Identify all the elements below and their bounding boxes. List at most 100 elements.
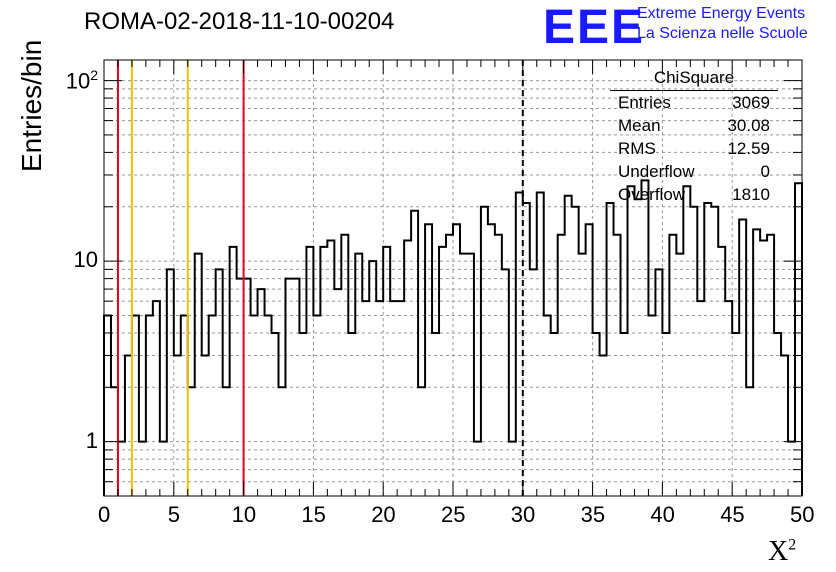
histogram-bin — [621, 333, 628, 496]
chart-title: ROMA-02-2018-11-10-00204 — [84, 8, 395, 35]
x-axis-label: X2 — [768, 536, 797, 567]
histogram-bin — [732, 333, 739, 496]
stats-name: ChiSquare — [610, 68, 778, 91]
histogram-bin — [502, 269, 509, 496]
histogram-bin — [767, 235, 774, 496]
y-tick-label: 1 — [85, 427, 98, 453]
histogram-bin — [628, 186, 635, 496]
histogram-bin — [341, 235, 348, 496]
histogram-bin — [104, 315, 111, 496]
histogram-bin — [774, 333, 781, 496]
histogram-bin — [495, 235, 502, 496]
logo-text: Extreme Energy Events La Scienza nelle S… — [637, 4, 808, 44]
x-tick-label: 15 — [301, 502, 326, 527]
histogram-bin — [509, 442, 516, 496]
histogram-bin — [474, 442, 481, 496]
histogram-bin — [655, 269, 662, 496]
stats-label: RMS — [618, 139, 656, 158]
stats-value: 30.08 — [727, 116, 770, 135]
histogram-bin — [481, 207, 488, 496]
histogram-bin — [313, 315, 320, 496]
histogram-bin — [174, 356, 181, 496]
histogram-bin — [690, 207, 697, 496]
histogram-bin — [467, 254, 474, 496]
x-tick-label: 25 — [441, 502, 466, 527]
histogram-bin — [292, 279, 299, 496]
histogram-bin — [593, 333, 600, 496]
histogram-bin — [411, 211, 418, 496]
histogram-bin — [753, 229, 760, 496]
eee-logo: EEE — [543, 1, 646, 54]
x-tick-label: 20 — [371, 502, 396, 527]
stats-label: Overflow — [618, 185, 686, 204]
histogram-bin — [530, 269, 537, 496]
histogram-bin — [669, 235, 676, 496]
histogram-bin — [188, 387, 195, 496]
histogram-bin — [558, 235, 565, 496]
histogram-bin — [334, 289, 341, 496]
x-tick-label: 40 — [650, 502, 675, 527]
stats-label: Mean — [618, 116, 661, 135]
histogram-bin — [181, 315, 188, 496]
histogram-bin — [202, 356, 209, 496]
y-tick-label: 102 — [65, 66, 98, 93]
x-tick-label: 35 — [580, 502, 606, 527]
histogram-bin — [390, 301, 397, 496]
stats-value: 3069 — [732, 93, 770, 112]
histogram-bin — [237, 279, 244, 496]
histogram-bin — [167, 269, 174, 496]
x-tick-label: 10 — [231, 502, 257, 527]
histogram-bin — [760, 241, 767, 496]
histogram-bin — [272, 333, 279, 496]
histogram-bin — [614, 235, 621, 496]
histogram-bin — [279, 387, 286, 496]
x-tick-label: 50 — [790, 502, 815, 527]
histogram-bin — [739, 220, 746, 496]
histogram-bin — [404, 241, 411, 496]
histogram-bin — [125, 356, 132, 496]
histogram-bin — [641, 180, 648, 496]
histogram-bin — [600, 356, 607, 496]
histogram-series — [103, 179, 803, 496]
y-tick-label: 10 — [73, 247, 98, 273]
histogram-bin — [209, 315, 216, 496]
histogram-bin — [285, 279, 292, 496]
histogram-bin — [439, 247, 446, 496]
histogram-bin — [146, 315, 153, 496]
histogram-bin — [551, 333, 558, 496]
stats-row: Overflow 1810 — [610, 185, 778, 208]
histogram-bin — [432, 333, 439, 496]
histogram-bin — [634, 199, 641, 496]
histogram-bin — [460, 254, 467, 496]
histogram-bin — [453, 224, 460, 496]
histogram-bin — [306, 247, 313, 496]
histogram-bin — [376, 301, 383, 496]
histogram-bin — [139, 442, 146, 496]
histogram-bin — [781, 356, 788, 496]
x-tick-label: 0 — [98, 502, 111, 527]
histogram-bin — [383, 247, 390, 496]
histogram-bin — [746, 387, 753, 496]
histogram-bin — [579, 254, 586, 496]
histogram-bin — [683, 186, 690, 496]
histogram-bin — [544, 315, 551, 496]
histogram-bin — [697, 301, 704, 496]
stats-label: Entries — [618, 93, 671, 112]
histogram-bin — [230, 247, 237, 496]
x-tick-label: 30 — [510, 502, 536, 527]
histogram-bin — [244, 279, 251, 496]
histogram-bin — [397, 301, 404, 496]
histogram-bin — [718, 247, 725, 496]
histogram-bin — [362, 301, 369, 496]
histogram-bin — [676, 254, 683, 496]
stats-row: Mean 30.08 — [610, 116, 778, 139]
histogram-bin — [132, 315, 139, 496]
histogram-bin — [711, 207, 718, 496]
stats-row: RMS 12.59 — [610, 139, 778, 162]
histogram-bin — [369, 261, 376, 496]
histogram-bin — [355, 254, 362, 496]
histogram-bin — [648, 315, 655, 496]
histogram-bin — [348, 333, 355, 496]
stats-value: 0 — [760, 162, 770, 181]
